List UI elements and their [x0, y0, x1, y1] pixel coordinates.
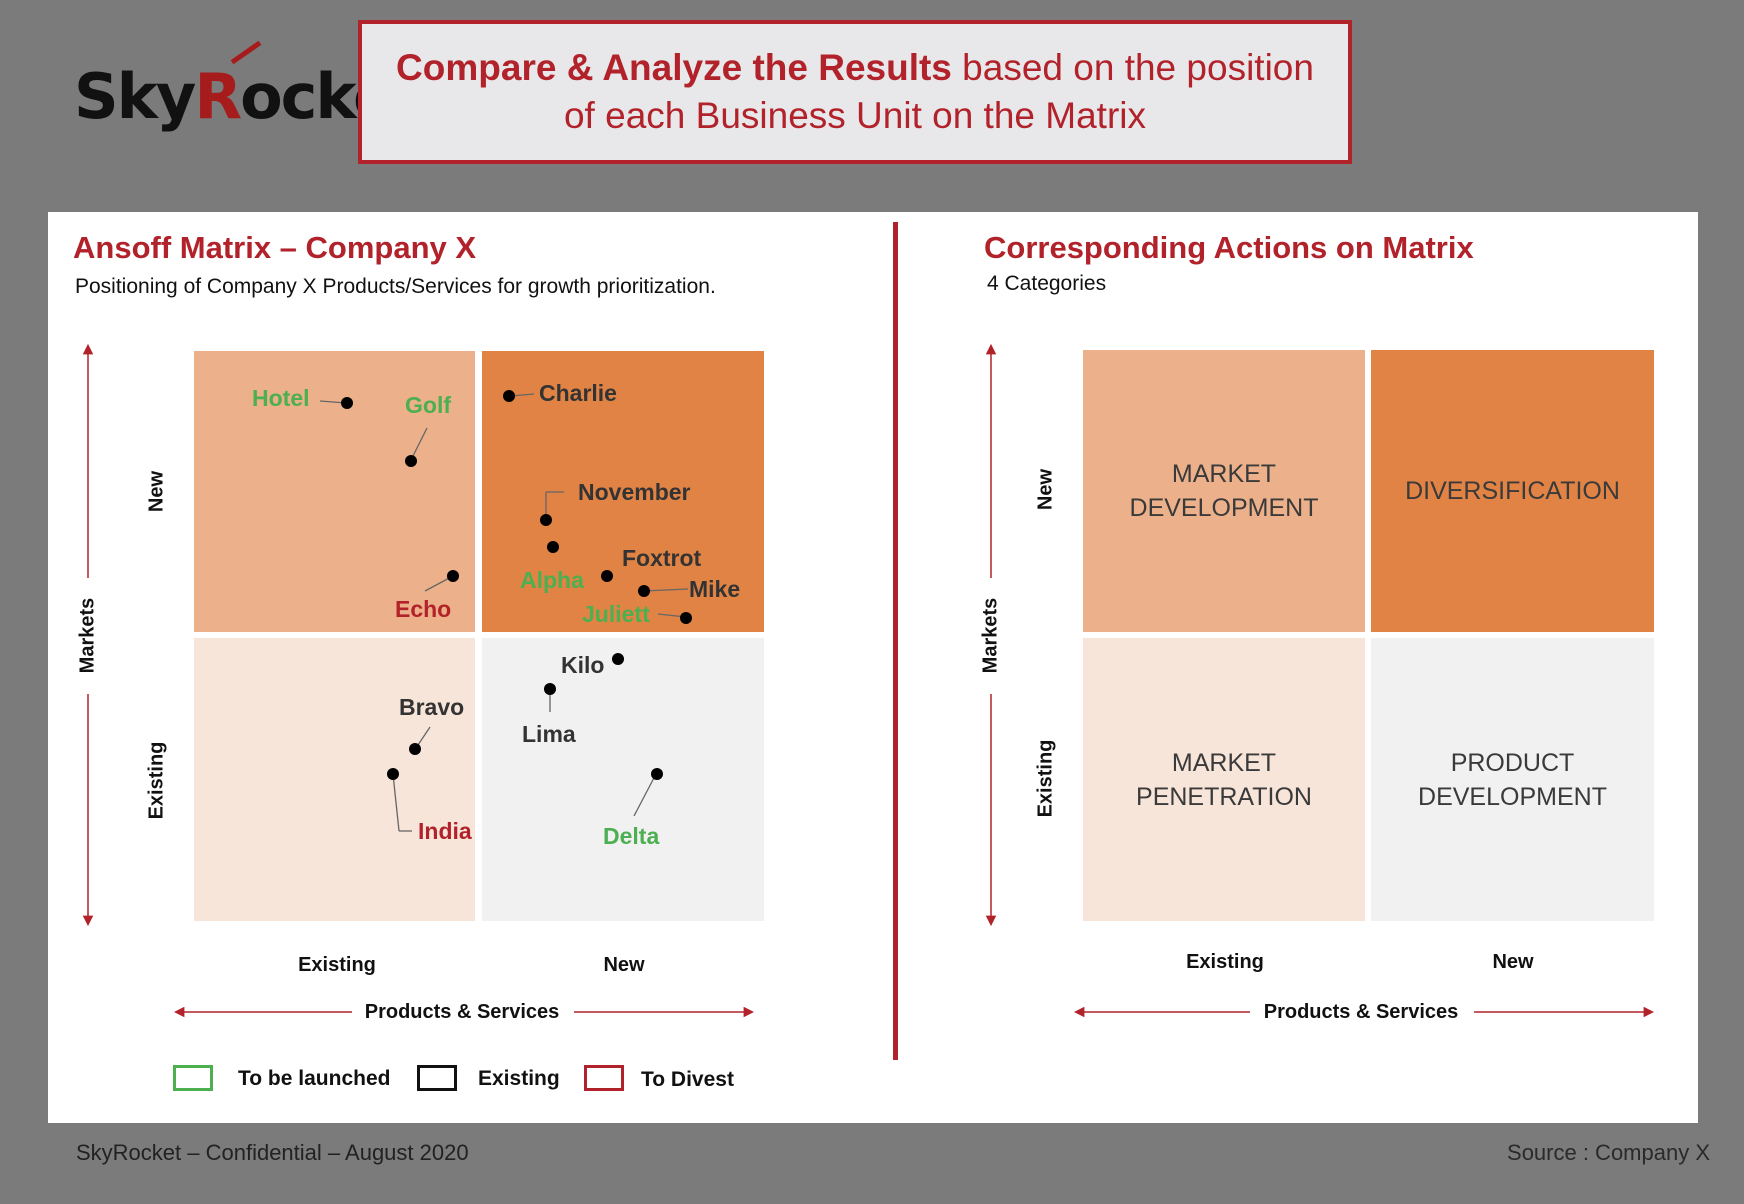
left-x-new-label: New [603, 954, 645, 976]
right-x-existing-label: Existing [1186, 951, 1264, 973]
unit-label-november: November [578, 479, 691, 505]
unit-dot-juliett [680, 612, 692, 624]
left-y-axis-label: Markets [76, 597, 99, 674]
unit-label-india: India [418, 818, 472, 844]
right-x-new-label: New [1492, 951, 1534, 973]
left-x-existing-label: Existing [298, 954, 376, 976]
category-label-product-development: PRODUCT DEVELOPMENT [1418, 748, 1607, 811]
unit-dot-charlie [503, 390, 515, 402]
category-diversification: DIVERSIFICATION [1371, 350, 1654, 632]
unit-label-echo: Echo [395, 596, 452, 622]
footer-source: Source : Company X [1507, 1140, 1710, 1165]
category-product-development: PRODUCT DEVELOPMENT [1371, 638, 1654, 921]
header-banner: Compare & Analyze the Results based on t… [358, 20, 1352, 164]
leader-delta [633, 773, 657, 817]
unit-label-foxtrot: Foxtrot [622, 545, 702, 571]
legend-label-existing: Existing [478, 1067, 560, 1090]
legend-label-divest: To Divest [641, 1068, 734, 1091]
left-x-axis-label: Products & Services [364, 1001, 560, 1023]
left-y-existing-label: Existing [145, 741, 168, 820]
leader-india [392, 773, 400, 832]
unit-dot-alpha [547, 541, 559, 553]
leader-golf [410, 427, 428, 461]
unit-label-mike: Mike [689, 576, 741, 602]
unit-dot-india [387, 768, 399, 780]
legend-swatch-existing [417, 1065, 457, 1091]
unit-dot-bravo [409, 743, 421, 755]
category-label-market-development: MARKET DEVELOPMENT [1129, 460, 1319, 522]
unit-dot-lima [544, 683, 556, 695]
leader-mike [643, 588, 689, 592]
right-x-axis-label: Products & Services [1263, 1001, 1459, 1023]
quadrant-new-products-new-markets [482, 351, 764, 632]
unit-label-juliett: Juliett [582, 601, 650, 627]
right-y-existing-label: Existing [1034, 739, 1057, 818]
category-market-development: MARKET DEVELOPMENT [1083, 350, 1365, 632]
legend-swatch-divest [584, 1065, 624, 1091]
unit-label-alpha: Alpha [520, 567, 584, 593]
actions-subtitle: 4 Categories [987, 272, 1107, 295]
legend-label-launch: To be launched [238, 1067, 391, 1090]
category-market-penetration: MARKET PENETRATION [1083, 638, 1365, 921]
ansoff-title: Ansoff Matrix – Company X [73, 230, 477, 265]
header-rest-text: based on the position of each Business U… [563, 47, 1314, 136]
unit-label-lima: Lima [522, 721, 576, 747]
actions-title: Corresponding Actions on Matrix [984, 230, 1474, 265]
unit-dot-hotel [341, 397, 353, 409]
left-y-new-label: New [145, 470, 168, 513]
quadrant-existing-products-new-markets [194, 351, 475, 632]
unit-label-kilo: Kilo [561, 652, 605, 678]
right-y-axis-label: Markets [979, 597, 1002, 674]
unit-dot-golf [405, 455, 417, 467]
right-y-new-label: New [1034, 468, 1057, 511]
unit-label-hotel: Hotel [252, 385, 310, 411]
unit-dot-echo [447, 570, 459, 582]
unit-dot-november [540, 514, 552, 526]
unit-label-delta: Delta [603, 823, 660, 849]
legend-swatch-launch [173, 1065, 213, 1091]
unit-dot-foxtrot [601, 570, 613, 582]
unit-label-charlie: Charlie [539, 380, 617, 406]
header-bold-text: Compare & Analyze the Results [396, 47, 952, 88]
unit-dot-delta [651, 768, 663, 780]
section-divider [893, 222, 898, 1060]
category-label-market-penetration: MARKET PENETRATION [1136, 748, 1312, 811]
unit-dot-kilo [612, 653, 624, 665]
footer-confidential: SkyRocket – Confidential – August 2020 [76, 1140, 469, 1165]
quadrant-new-products-existing-markets [482, 638, 764, 921]
ansoff-subtitle: Positioning of Company X Products/Servic… [75, 275, 716, 298]
unit-label-golf: Golf [405, 392, 451, 418]
unit-label-bravo: Bravo [399, 694, 465, 720]
unit-dot-mike [638, 585, 650, 597]
category-label-diversification: DIVERSIFICATION [1405, 477, 1620, 505]
quadrant-existing-products-existing-markets [194, 638, 475, 921]
